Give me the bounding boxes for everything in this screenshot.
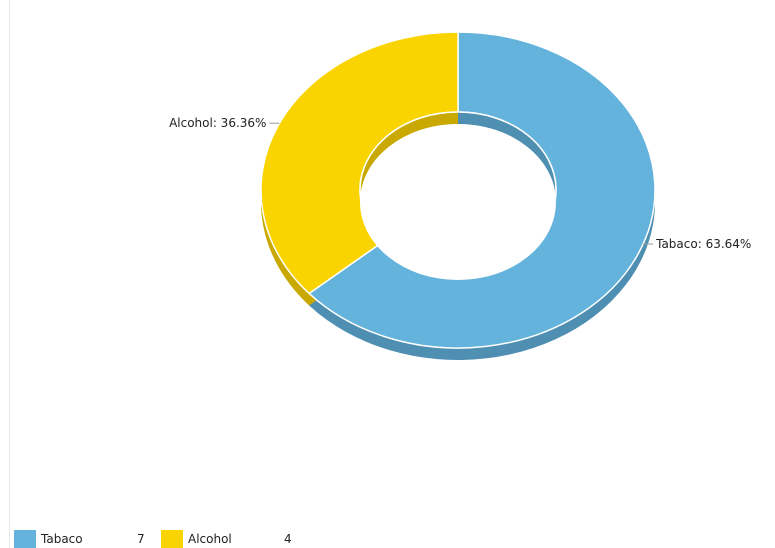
chart-left-border [9, 0, 10, 548]
legend-swatch-tabaco [14, 530, 36, 548]
donut-hole-edge [359, 111, 557, 269]
slice-inner-wall-alcohol [360, 112, 458, 202]
legend-value-tabaco: 7 [137, 532, 145, 546]
legend-item-tabaco[interactable]: Tabaco 7 [14, 530, 161, 548]
slice-label-tabaco: Tabaco: 63.64% [655, 237, 751, 251]
slice-inner-wall-tabaco [458, 112, 556, 202]
legend-label-alcohol: Alcohol [188, 532, 232, 546]
legend-label-tabaco: Tabaco [41, 532, 83, 546]
legend-value-alcohol: 4 [284, 532, 292, 546]
chart-legend: Tabaco 7 Alcohol 4 [14, 530, 308, 548]
legend-swatch-alcohol [161, 530, 183, 548]
legend-item-alcohol[interactable]: Alcohol 4 [161, 530, 308, 548]
donut-hole-floor [360, 124, 556, 280]
slice-label-alcohol: Alcohol: 36.36% [169, 116, 266, 130]
